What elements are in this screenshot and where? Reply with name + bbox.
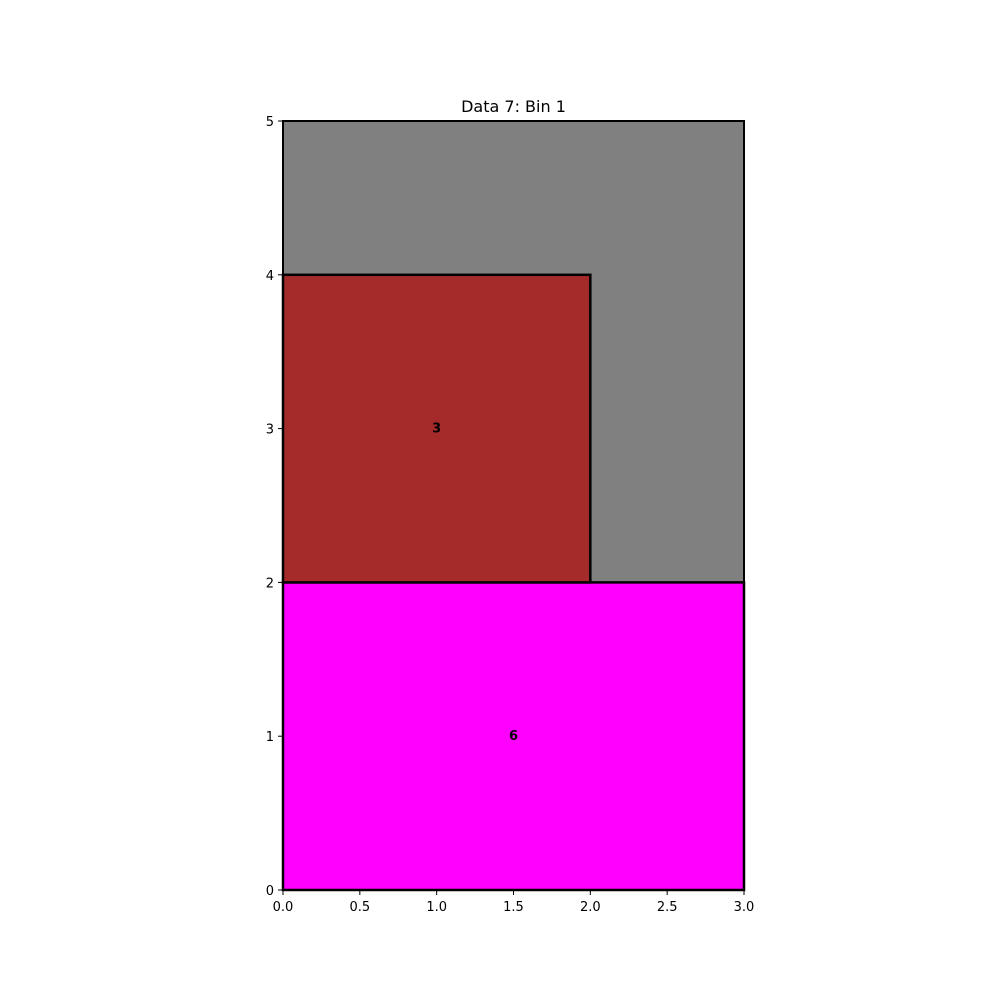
x-tick-label: 2.5 [657,900,678,915]
y-tick-label: 1 [266,730,274,745]
x-tick-label: 0.5 [349,900,370,915]
items-layer: 63 [281,273,746,892]
y-tick-label: 5 [266,115,274,130]
item-rect-3 [281,273,592,584]
y-tick-label: 4 [266,269,274,284]
x-axis-ticks: 0.0 0.5 1.0 1.5 2.0 2.5 3.0 [273,890,755,915]
y-tick-label: 3 [266,423,274,438]
x-tick-label: 1.0 [426,900,447,915]
x-tick-label: 2.0 [580,900,601,915]
x-tick-label: 0.0 [273,900,294,915]
x-tick-label: 3.0 [734,900,755,915]
y-tick-label: 2 [266,576,274,591]
x-tick-label: 1.5 [503,900,524,915]
chart-title: Data 7: Bin 1 [461,97,566,116]
item-label-3: 3 [432,422,441,437]
y-tick-label: 0 [266,884,274,899]
y-axis-ticks: 0 1 2 3 4 5 [266,115,283,899]
item-rect-6 [281,581,746,892]
item-label-6: 6 [509,729,518,744]
